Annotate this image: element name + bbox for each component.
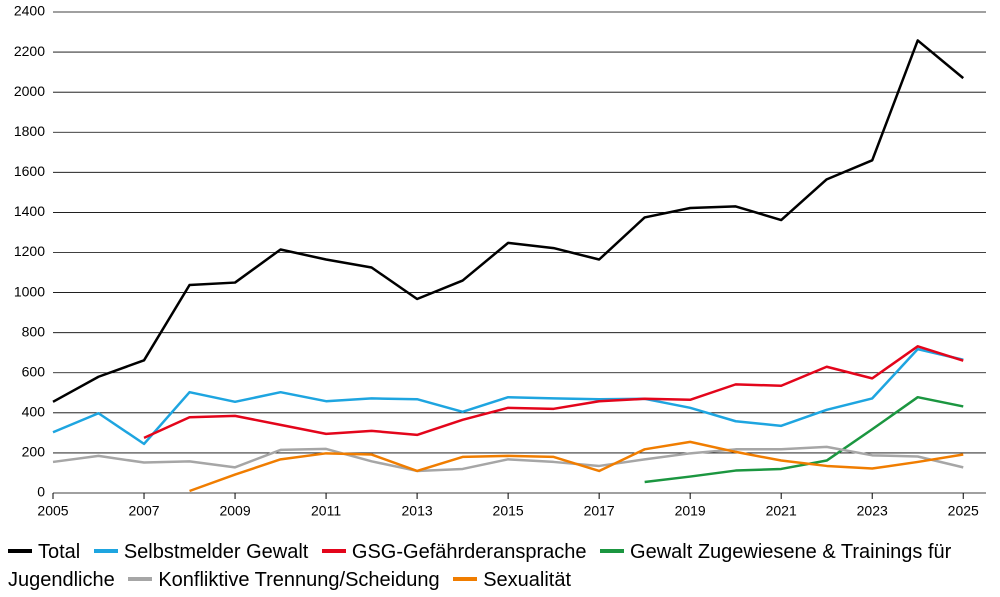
legend-swatch [321, 548, 346, 553]
y-tick-label: 600 [22, 363, 46, 379]
legend-swatch [8, 548, 32, 553]
legend-swatch [600, 548, 625, 553]
legend: Total Selbstmelder Gewalt GSG-Gefährdera… [8, 538, 993, 594]
chart: 0 200 400 600 800 1000 1200 1400 1600 1800 2000 220… [14, 3, 986, 519]
y-tick-label: 1400 [14, 203, 45, 219]
x-tick-label: 2019 [675, 503, 706, 519]
y-tick-label: 800 [22, 323, 46, 339]
y-tick-label: 1600 [14, 163, 45, 179]
series-line [52, 39, 965, 403]
y-tick-label: 200 [22, 444, 46, 460]
y-tick-label: 2200 [14, 43, 45, 59]
x-tick-label: 2005 [37, 503, 68, 519]
series-line [52, 445, 964, 473]
legend-label: GSG-Gefährderansprache [351, 541, 587, 563]
y-tick-label: 400 [22, 404, 46, 420]
legend-item: Konfliktive Trennung/Scheidung [128, 569, 440, 591]
legend-item: GSG-Gefährderansprache [321, 541, 587, 563]
legend-item: Gewalt Zugewiesene & Trainings für Jugen… [8, 541, 951, 591]
legend-item: Sexualität [453, 569, 571, 591]
x-tick-label: 2025 [948, 503, 979, 519]
x-tick-label: 2021 [766, 503, 797, 519]
legend-swatch [128, 576, 153, 581]
series-line [52, 347, 964, 446]
x-tick-label: 2015 [493, 503, 524, 519]
legend-swatch [453, 576, 478, 581]
series-line [644, 395, 964, 484]
y-tick-label: 0 [37, 484, 45, 500]
x-tick-label: 2017 [584, 503, 615, 519]
legend-label: Total [38, 541, 81, 563]
legend-item: Selbstmelder Gewalt [93, 541, 309, 563]
y-tick-label: 1200 [14, 243, 45, 259]
legend-item: Total [8, 541, 80, 563]
y-tick-label: 1000 [14, 283, 45, 299]
legend-label: Konfliktive Trennung/Scheidung [158, 569, 440, 591]
legend-label: Sexualität [483, 569, 572, 591]
x-tick-label: 2011 [311, 503, 341, 519]
y-tick-label: 2000 [14, 83, 45, 99]
x-tick-label: 2023 [857, 503, 888, 519]
series-line [143, 345, 964, 440]
legend-swatch [93, 548, 118, 553]
series-line [189, 440, 964, 493]
x-tick-label: 2009 [219, 503, 250, 519]
x-tick-label: 2013 [402, 503, 433, 519]
y-tick-label: 1800 [14, 123, 45, 139]
legend-label: Gewalt Zugewiesene & Trainings für Jugen… [8, 541, 952, 591]
legend-label: Selbstmelder Gewalt [123, 541, 309, 563]
y-tick-label: 2400 [14, 3, 45, 19]
x-tick-label: 2007 [128, 503, 159, 519]
